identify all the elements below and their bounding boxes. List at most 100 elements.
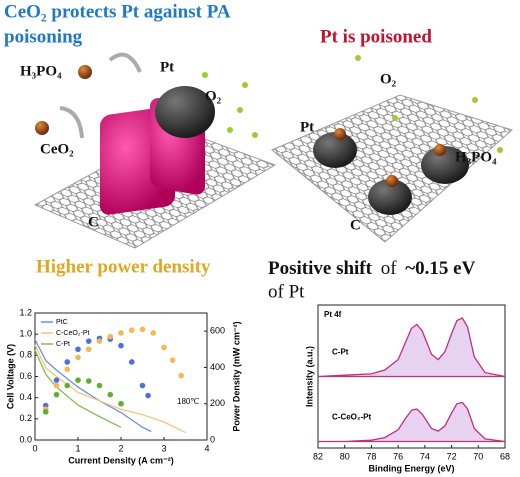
power-point [75, 377, 81, 383]
shift-text: ~0.15 eV [405, 258, 475, 279]
annotation: 180℃ [177, 397, 199, 406]
legend-label: C-CeO₂-Pt [56, 330, 89, 337]
y2-tick-label: 200 [210, 398, 225, 408]
y-axis-title: Cell Voltage (V) [5, 344, 15, 409]
heading-left: CeO₂ protects Pt against PA [4, 1, 231, 22]
power-point [118, 342, 124, 349]
x-tick-label: 80 [340, 451, 350, 461]
y2-tick-label: 0 [210, 434, 215, 444]
legend-label: PtC [56, 319, 68, 326]
voltage-line [34, 339, 152, 433]
power-point [178, 372, 184, 379]
power-point [96, 382, 103, 389]
left-illustration [33, 52, 277, 249]
power-point [128, 359, 135, 365]
x-tick-label: 76 [393, 451, 403, 461]
arrow [59, 106, 84, 139]
voltage-line [34, 344, 186, 434]
y-tick-label: 0.2 [19, 413, 32, 423]
power-point [53, 377, 60, 383]
power-point [64, 359, 71, 365]
y-tick-label: 0.6 [19, 371, 32, 381]
x-tick-label: 78 [366, 451, 376, 461]
y-tick-label: 0.8 [19, 350, 32, 360]
label: O₂ [205, 88, 222, 104]
power-point [96, 338, 103, 344]
voltage-line [34, 349, 122, 428]
power-point [53, 382, 60, 389]
power-point [118, 400, 124, 407]
x-tick-label: 82 [313, 451, 323, 461]
y-axis-title: Intensity (a.u.) [304, 346, 314, 407]
x-tick-label: 72 [447, 451, 457, 461]
power-point [64, 382, 71, 389]
o2-molecules [355, 55, 503, 153]
carbon-sheet [271, 94, 513, 243]
power-point [145, 392, 151, 399]
label: O₂ [380, 71, 397, 87]
power-point [118, 330, 124, 336]
x-tick-label: 3 [161, 443, 166, 453]
power-point [53, 391, 60, 398]
heading-left: poisoning [4, 26, 83, 47]
power-point [85, 346, 92, 353]
y-tick-label: 1.2 [19, 307, 32, 317]
x-axis-title: Current Density (A cm⁻²) [68, 455, 173, 465]
shift-text: Positive shift [268, 258, 373, 279]
label: Pt [160, 59, 174, 75]
label: H₃PO₄ [20, 63, 62, 79]
heading-right: Pt is poisoned [320, 26, 432, 47]
label: C [88, 214, 99, 230]
heading-power: Higher power density [36, 256, 211, 277]
x-tick-label: 4 [204, 443, 209, 453]
label: C [350, 217, 361, 233]
shift-text: of [381, 258, 398, 279]
power-point [139, 326, 146, 333]
series-label: C-Pt [332, 348, 349, 357]
pt-particle [421, 146, 469, 184]
pt-particle [368, 179, 412, 215]
label: H₃PO₄ [455, 149, 497, 165]
legend-label: C-Pt [56, 341, 70, 348]
power-point [85, 338, 92, 344]
power-point [42, 409, 49, 415]
power-point [107, 333, 114, 340]
power-point [169, 357, 176, 363]
x-tick-label: 70 [473, 451, 483, 461]
h3po4-molecule [386, 175, 398, 187]
x-tick-label: 74 [420, 451, 430, 461]
h3po4-molecule [78, 65, 92, 79]
annotation: Pt 4f [324, 310, 342, 319]
power-point [150, 330, 157, 336]
y-tick-label: 1.0 [19, 329, 32, 339]
power-point [64, 366, 71, 373]
o2-molecules [202, 72, 258, 138]
h3po4-molecule [434, 144, 446, 156]
power-point [85, 378, 92, 384]
y2-axis-title: Power Density (mW cm⁻²) [231, 321, 241, 431]
y2-tick-label: 600 [210, 326, 225, 336]
x-tick-label: 0 [32, 443, 37, 453]
power-point [161, 344, 167, 351]
x-tick-label: 2 [118, 443, 123, 453]
y2-tick-label: 400 [210, 362, 225, 372]
label: Pt [300, 119, 314, 135]
h3po4-molecule [334, 128, 346, 140]
arrow [108, 52, 142, 73]
heading-shift: Positive shift of ~0.15 eV [268, 258, 476, 279]
power-point [139, 382, 146, 389]
heading-shift: of Pt [268, 281, 305, 302]
y-tick-label: 0.0 [19, 434, 32, 444]
right-illustration [271, 55, 513, 243]
x-axis-title: Binding Energy (eV) [368, 463, 454, 473]
power-point [75, 354, 81, 361]
series-label: C-CeO₂-Pt [332, 413, 371, 422]
power-point [75, 346, 81, 353]
x-tick-label: 68 [500, 451, 510, 461]
charts: 0 1 2 3 4 0.0 0.2 0.4 0.6 0.8 1.0 1.2 0 200 400 600 Curr… [5, 304, 510, 473]
x-tick-label: 1 [75, 443, 80, 453]
spectrum-line [318, 401, 506, 443]
